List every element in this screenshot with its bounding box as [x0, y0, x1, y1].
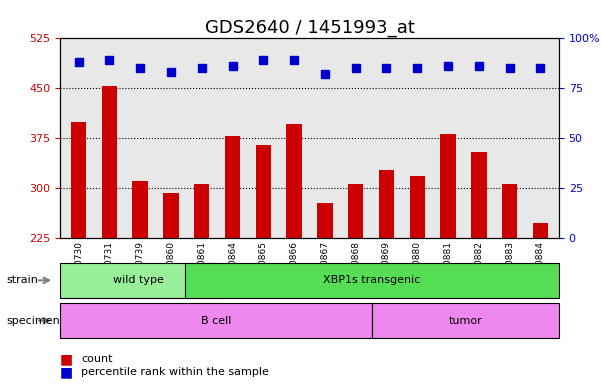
Bar: [471, 152, 487, 238]
Bar: [410, 176, 425, 238]
Bar: [194, 184, 209, 238]
Bar: [502, 184, 517, 238]
Text: tumor: tumor: [448, 316, 482, 326]
Text: specimen: specimen: [6, 316, 59, 326]
Bar: [255, 145, 271, 238]
Title: GDS2640 / 1451993_at: GDS2640 / 1451993_at: [204, 19, 415, 37]
Text: wild type: wild type: [112, 275, 163, 285]
Bar: [102, 86, 117, 238]
Bar: [379, 169, 394, 238]
Bar: [441, 134, 456, 238]
Text: B cell: B cell: [201, 316, 231, 326]
Text: count: count: [81, 354, 112, 364]
Text: XBP1s transgenic: XBP1s transgenic: [323, 275, 421, 285]
Bar: [317, 204, 332, 238]
Text: ■: ■: [60, 352, 73, 366]
Bar: [132, 181, 148, 238]
Bar: [348, 184, 364, 238]
Bar: [71, 122, 87, 238]
Text: strain: strain: [6, 275, 38, 285]
Bar: [225, 136, 240, 238]
Text: percentile rank within the sample: percentile rank within the sample: [81, 367, 269, 377]
Bar: [287, 124, 302, 238]
Text: ■: ■: [60, 366, 73, 379]
Bar: [532, 223, 548, 238]
Bar: [163, 193, 178, 238]
